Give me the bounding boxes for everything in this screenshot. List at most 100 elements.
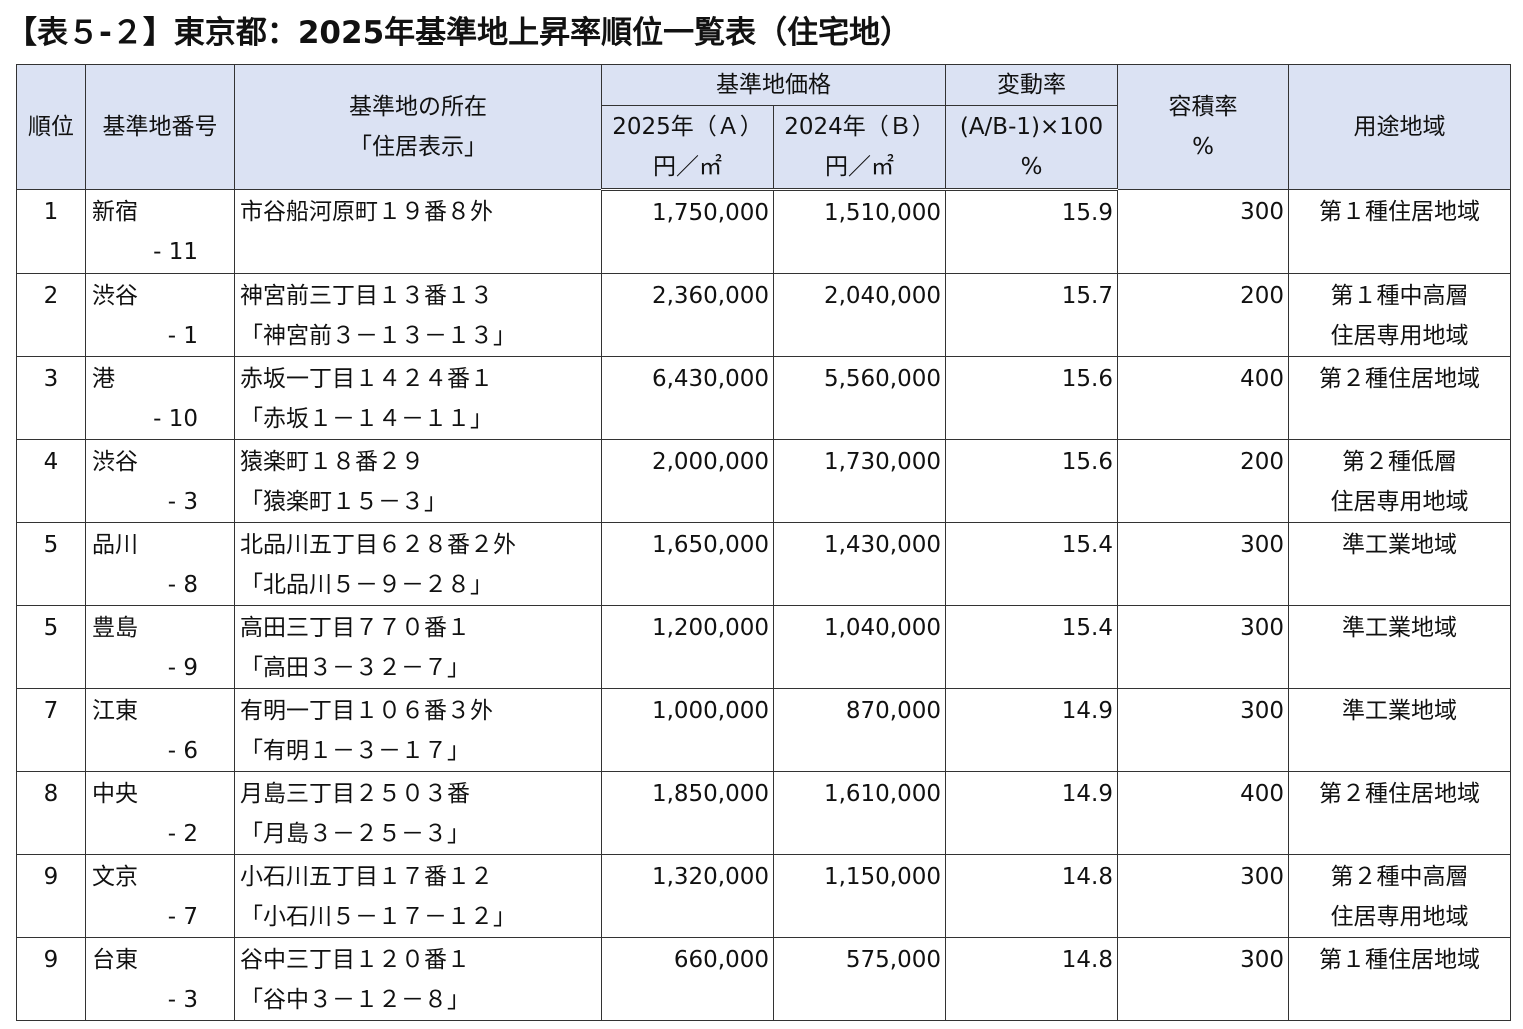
base-number-cell: 新宿 - 11 (85, 189, 235, 274)
ward-name: 港 (92, 366, 115, 392)
price-2024-cell: 1,040,000 (773, 605, 946, 689)
change-rate-value: 15.7 (1061, 283, 1113, 309)
price-2025-value: 1,850,000 (651, 781, 769, 807)
header-price-2024: 2024年（Ｂ） 円／㎡ (773, 105, 946, 191)
location-address: 猿楽町１８番２９ (240, 449, 424, 475)
location-cell: 有明一丁目１０６番３外 「有明１－３－１７」 (234, 688, 602, 772)
price-2024-value: 1,730,000 (823, 449, 941, 475)
ward-name: 豊島 (92, 615, 138, 641)
rank-cell: 9 (16, 937, 86, 1021)
price-2024-value: 5,560,000 (823, 366, 941, 392)
base-number: - 9 (167, 655, 198, 681)
base-number-cell: 渋谷 - 3 (85, 439, 235, 523)
zone-line1: 第１種住居地域 (1319, 947, 1480, 973)
zone-cell: 準工業地域 (1288, 688, 1511, 772)
zone-line1: 第２種住居地域 (1319, 366, 1480, 392)
location-cell: 北品川五丁目６２８番２外 「北品川５－９－２８」 (234, 522, 602, 606)
location-cell: 赤坂一丁目１４２４番１ 「赤坂１－１４－１１」 (234, 356, 602, 440)
far-value: 300 (1240, 864, 1284, 890)
far-value: 300 (1240, 532, 1284, 558)
location-address: 月島三丁目２５０３番 (240, 781, 470, 807)
price-2025-cell: 1,650,000 (601, 522, 774, 606)
change-rate-value: 15.9 (1061, 200, 1113, 226)
change-rate-cell: 15.9 (945, 189, 1118, 274)
base-number-cell: 渋谷 - 1 (85, 273, 235, 357)
location-residential-display: 「月島３－２５－３」 (240, 821, 470, 847)
zone-cell: 第１種住居地域 (1288, 189, 1511, 274)
price-2024-cell: 1,510,000 (773, 189, 946, 274)
price-2025-cell: 1,320,000 (601, 854, 774, 938)
table-row: 5 品川 - 8 北品川五丁目６２８番２外 「北品川５－９－２８」 1,650,000 1,… (16, 522, 1511, 606)
rank-value: 4 (43, 449, 59, 475)
location-cell: 小石川五丁目１７番１２ 「小石川５－１７－１２」 (234, 854, 602, 938)
table-row: 2 渋谷 - 1 神宮前三丁目１３番１３ 「神宮前３－１３－１３」 2,360,000 2,… (16, 273, 1511, 357)
far-cell: 400 (1117, 356, 1289, 440)
price-2025-value: 1,000,000 (651, 698, 769, 724)
base-number: - 6 (167, 738, 198, 764)
zone-line1: 第２種低層 (1342, 449, 1457, 475)
location-cell: 谷中三丁目１２０番１ 「谷中３－１２－８」 (234, 937, 602, 1021)
far-cell: 200 (1117, 439, 1289, 523)
header-base-number: 基準地番号 (85, 64, 235, 190)
far-value: 300 (1240, 698, 1284, 724)
price-2024-cell: 1,150,000 (773, 854, 946, 938)
base-number: - 1 (167, 323, 198, 349)
change-rate-value: 15.4 (1061, 532, 1113, 558)
location-cell: 市谷船河原町１９番８外 (234, 189, 602, 274)
price-2025-value: 6,430,000 (651, 366, 769, 392)
rank-value: 7 (43, 698, 59, 724)
rank-cell: 8 (16, 771, 86, 855)
price-2024-cell: 870,000 (773, 688, 946, 772)
zone-cell: 第２種低層 住居専用地域 (1288, 439, 1511, 523)
location-cell: 高田三丁目７７０番１ 「高田３－３２－７」 (234, 605, 602, 689)
ward-name: 台東 (92, 947, 138, 973)
location-address: 小石川五丁目１７番１２ (240, 864, 493, 890)
price-2024-value: 1,040,000 (823, 615, 941, 641)
location-cell: 神宮前三丁目１３番１３ 「神宮前３－１３－１３」 (234, 273, 602, 357)
zone-cell: 準工業地域 (1288, 605, 1511, 689)
header-location-line2: 「住居表示」 (349, 134, 487, 160)
zone-line1: 準工業地域 (1342, 532, 1457, 558)
table-row: 4 渋谷 - 3 猿楽町１８番２９ 「猿楽町１５－３」 2,000,000 1,730,00… (16, 439, 1511, 523)
rank-value: 5 (43, 532, 59, 558)
location-address: 神宮前三丁目１３番１３ (240, 283, 493, 309)
location-residential-display: 「有明１－３－１７」 (240, 738, 470, 764)
zone-cell: 第１種中高層 住居専用地域 (1288, 273, 1511, 357)
price-2025-value: 1,650,000 (651, 532, 769, 558)
base-number: - 3 (167, 987, 198, 1013)
location-cell: 月島三丁目２５０３番 「月島３－２５－３」 (234, 771, 602, 855)
location-residential-display: 「北品川５－９－２８」 (240, 572, 493, 598)
price-2024-value: 1,150,000 (823, 864, 941, 890)
base-number-cell: 江東 - 6 (85, 688, 235, 772)
table-row: 3 港 - 10 赤坂一丁目１４２４番１ 「赤坂１－１４－１１」 6,430,000 5,5… (16, 356, 1511, 440)
location-address: 高田三丁目７７０番１ (240, 615, 470, 641)
header-change: 変動率 (945, 64, 1118, 106)
ranking-table: 順位 基準地番号 基準地の所在 「住居表示」 基準地価格 変動率 容積率 % 用… (16, 64, 1511, 1021)
base-number-cell: 台東 - 3 (85, 937, 235, 1021)
change-rate-cell: 14.9 (945, 688, 1118, 772)
rank-cell: 3 (16, 356, 86, 440)
far-value: 300 (1240, 947, 1284, 973)
zone-cell: 第２種住居地域 (1288, 356, 1511, 440)
far-cell: 200 (1117, 273, 1289, 357)
location-address: 赤坂一丁目１４２４番１ (240, 366, 493, 392)
ward-name: 江東 (92, 698, 138, 724)
change-rate-cell: 15.6 (945, 439, 1118, 523)
table-body: 1 新宿 - 11 市谷船河原町１９番８外 1,750,000 1,510,000 15.9… (16, 189, 1511, 1021)
rank-value: 5 (43, 615, 59, 641)
change-rate-cell: 14.9 (945, 771, 1118, 855)
rank-cell: 1 (16, 189, 86, 274)
location-cell: 猿楽町１８番２９ 「猿楽町１５－３」 (234, 439, 602, 523)
header-price-2024-line1: 2024年（Ｂ） (784, 114, 935, 140)
price-2024-value: 575,000 (845, 947, 941, 973)
location-residential-display: 「猿楽町１５－３」 (240, 489, 447, 515)
rank-value: 2 (43, 283, 59, 309)
change-rate-value: 14.8 (1061, 947, 1113, 973)
table-title: 【表５-２】東京都：2025年基準地上昇率順位一覧表（住宅地） (6, 15, 912, 51)
price-2025-value: 2,000,000 (651, 449, 769, 475)
price-2025-value: 1,200,000 (651, 615, 769, 641)
location-residential-display: 「神宮前３－１３－１３」 (240, 323, 516, 349)
base-number: - 8 (167, 572, 198, 598)
location-address: 有明一丁目１０６番３外 (240, 698, 493, 724)
zone-cell: 第２種中高層 住居専用地域 (1288, 854, 1511, 938)
